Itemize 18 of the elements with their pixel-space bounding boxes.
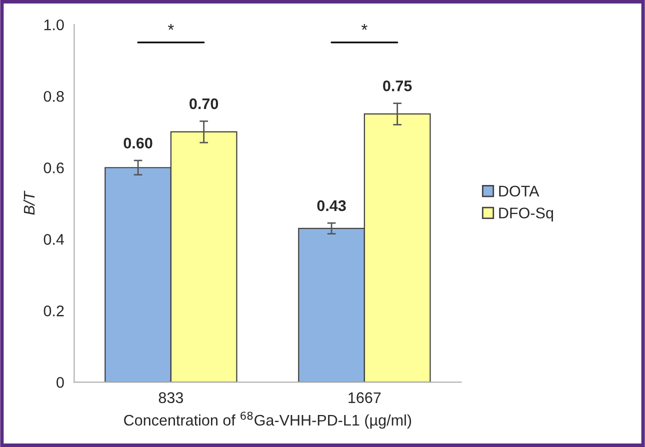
legend-label: DOTA bbox=[499, 186, 540, 197]
annotation: * bbox=[168, 24, 174, 30]
y-tick-label: 1.0 bbox=[44, 19, 64, 30]
y-axis-title: B/T bbox=[23, 190, 35, 215]
x-axis-title: Concentration of $^{68}$Ga-VHH-PD-L1 (µg/ml) bbox=[124, 412, 412, 429]
annotation: * bbox=[361, 24, 368, 30]
y-tick-label: 0.8 bbox=[44, 90, 64, 102]
x-tick-label: 833 bbox=[158, 392, 183, 404]
x-tick-label: 1667 bbox=[348, 392, 381, 404]
y-tick-label: 0 bbox=[56, 377, 64, 388]
data-label: 0.75 bbox=[383, 80, 412, 92]
y-tick-label: 0.2 bbox=[44, 306, 64, 316]
y-tick-label: 0.4 bbox=[44, 234, 64, 245]
legend-label: DFO-Sq bbox=[499, 208, 553, 222]
data-label: 0.60 bbox=[124, 138, 152, 149]
data-label: 0.70 bbox=[190, 98, 218, 110]
data-label: 0.43 bbox=[317, 200, 346, 212]
y-tick-label: 0.6 bbox=[44, 162, 64, 174]
